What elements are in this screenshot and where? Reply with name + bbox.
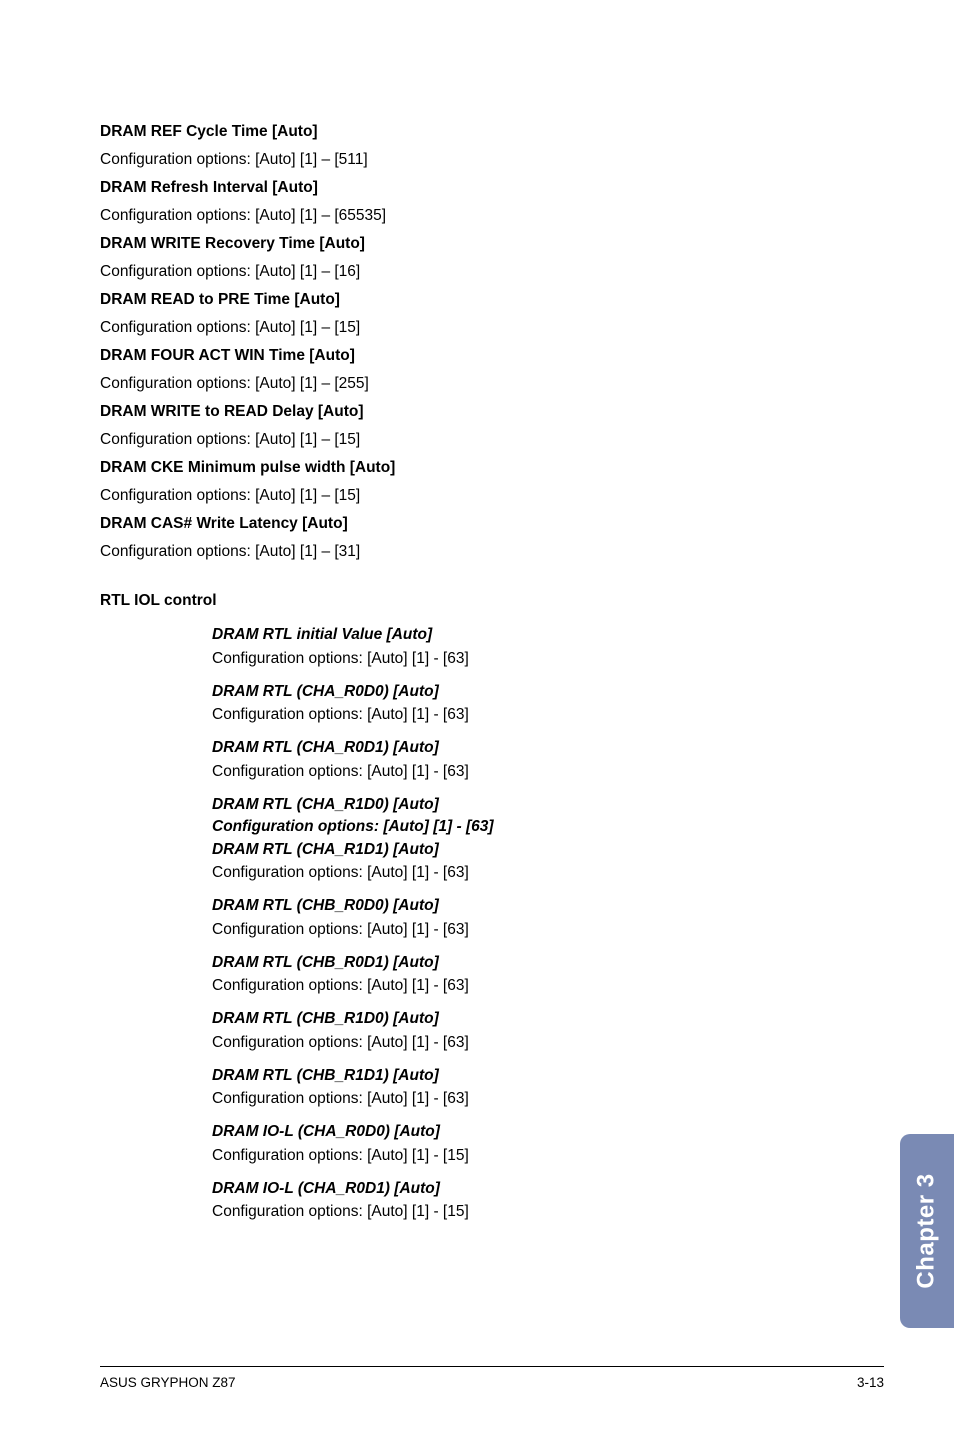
rtl-item: DRAM RTL initial Value [Auto] Configurat… <box>212 624 854 670</box>
rtl-line: Configuration options: [Auto] [1] - [63] <box>212 760 854 784</box>
rtl-line: Configuration options: [Auto] [1] - [15] <box>212 1144 854 1168</box>
rtl-item: DRAM IO-L (CHA_R0D0) [Auto] Configuratio… <box>212 1121 854 1167</box>
item-title: DRAM Refresh Interval [Auto] <box>100 176 854 200</box>
rtl-line: DRAM RTL initial Value [Auto] <box>212 624 854 646</box>
item-title: DRAM READ to PRE Time [Auto] <box>100 288 854 312</box>
rtl-iol-heading: RTL IOL control <box>100 592 854 610</box>
rtl-item: DRAM RTL (CHA_R0D1) [Auto] Configuration… <box>212 737 854 783</box>
rtl-line: DRAM RTL (CHB_R0D0) [Auto] <box>212 895 854 917</box>
rtl-line: DRAM RTL (CHB_R0D1) [Auto] <box>212 952 854 974</box>
rtl-item: DRAM RTL (CHB_R0D1) [Auto] Configuration… <box>212 952 854 998</box>
rtl-item: DRAM RTL (CHA_R1D0) [Auto] Configuration… <box>212 794 854 885</box>
item-title: DRAM REF Cycle Time [Auto] <box>100 120 854 144</box>
rtl-item: DRAM RTL (CHA_R0D0) [Auto] Configuration… <box>212 681 854 727</box>
item-title: DRAM WRITE to READ Delay [Auto] <box>100 400 854 424</box>
rtl-line: Configuration options: [Auto] [1] - [63] <box>212 816 854 838</box>
item-desc: Configuration options: [Auto] [1] – [511… <box>100 148 854 172</box>
item-desc: Configuration options: [Auto] [1] – [255… <box>100 372 854 396</box>
footer-left: ASUS GRYPHON Z87 <box>100 1375 236 1390</box>
rtl-line: Configuration options: [Auto] [1] - [63] <box>212 1087 854 1111</box>
rtl-iol-list: DRAM RTL initial Value [Auto] Configurat… <box>212 624 854 1224</box>
item-desc: Configuration options: [Auto] [1] – [16] <box>100 260 854 284</box>
rtl-line: DRAM RTL (CHB_R1D1) [Auto] <box>212 1065 854 1087</box>
rtl-line: DRAM RTL (CHA_R0D0) [Auto] <box>212 681 854 703</box>
rtl-line: Configuration options: [Auto] [1] - [63] <box>212 861 854 885</box>
rtl-line: Configuration options: [Auto] [1] - [63] <box>212 703 854 727</box>
item-title: DRAM CKE Minimum pulse width [Auto] <box>100 456 854 480</box>
item-desc: Configuration options: [Auto] [1] – [31] <box>100 540 854 564</box>
rtl-line: Configuration options: [Auto] [1] - [63] <box>212 918 854 942</box>
item-title: DRAM WRITE Recovery Time [Auto] <box>100 232 854 256</box>
page-content: DRAM REF Cycle Time [Auto] Configuration… <box>0 0 954 1224</box>
rtl-line: Configuration options: [Auto] [1] - [63] <box>212 647 854 671</box>
rtl-line: DRAM RTL (CHA_R1D0) [Auto] <box>212 794 854 816</box>
item-desc: Configuration options: [Auto] [1] – [15] <box>100 316 854 340</box>
primary-timing-list: DRAM REF Cycle Time [Auto] Configuration… <box>100 120 854 564</box>
item-desc: Configuration options: [Auto] [1] – [15] <box>100 484 854 508</box>
chapter-side-tab: Chapter 3 <box>900 1134 954 1328</box>
rtl-line: Configuration options: [Auto] [1] - [63] <box>212 1031 854 1055</box>
rtl-line: DRAM RTL (CHA_R1D1) [Auto] <box>212 839 854 861</box>
rtl-line: DRAM RTL (CHA_R0D1) [Auto] <box>212 737 854 759</box>
rtl-item: DRAM RTL (CHB_R1D0) [Auto] Configuration… <box>212 1008 854 1054</box>
rtl-item: DRAM RTL (CHB_R0D0) [Auto] Configuration… <box>212 895 854 941</box>
item-desc: Configuration options: [Auto] [1] – [15] <box>100 428 854 452</box>
rtl-line: DRAM IO-L (CHA_R0D0) [Auto] <box>212 1121 854 1143</box>
rtl-line: DRAM RTL (CHB_R1D0) [Auto] <box>212 1008 854 1030</box>
footer-right: 3-13 <box>857 1375 884 1390</box>
rtl-item: DRAM IO-L (CHA_R0D1) [Auto] Configuratio… <box>212 1178 854 1224</box>
rtl-item: DRAM RTL (CHB_R1D1) [Auto] Configuration… <box>212 1065 854 1111</box>
chapter-side-tab-label: Chapter 3 <box>913 1173 941 1288</box>
rtl-line: DRAM IO-L (CHA_R0D1) [Auto] <box>212 1178 854 1200</box>
item-title: DRAM CAS# Write Latency [Auto] <box>100 512 854 536</box>
rtl-line: Configuration options: [Auto] [1] - [15] <box>212 1200 854 1224</box>
page-footer: ASUS GRYPHON Z87 3-13 <box>100 1366 884 1390</box>
item-desc: Configuration options: [Auto] [1] – [655… <box>100 204 854 228</box>
item-title: DRAM FOUR ACT WIN Time [Auto] <box>100 344 854 368</box>
rtl-line: Configuration options: [Auto] [1] - [63] <box>212 974 854 998</box>
